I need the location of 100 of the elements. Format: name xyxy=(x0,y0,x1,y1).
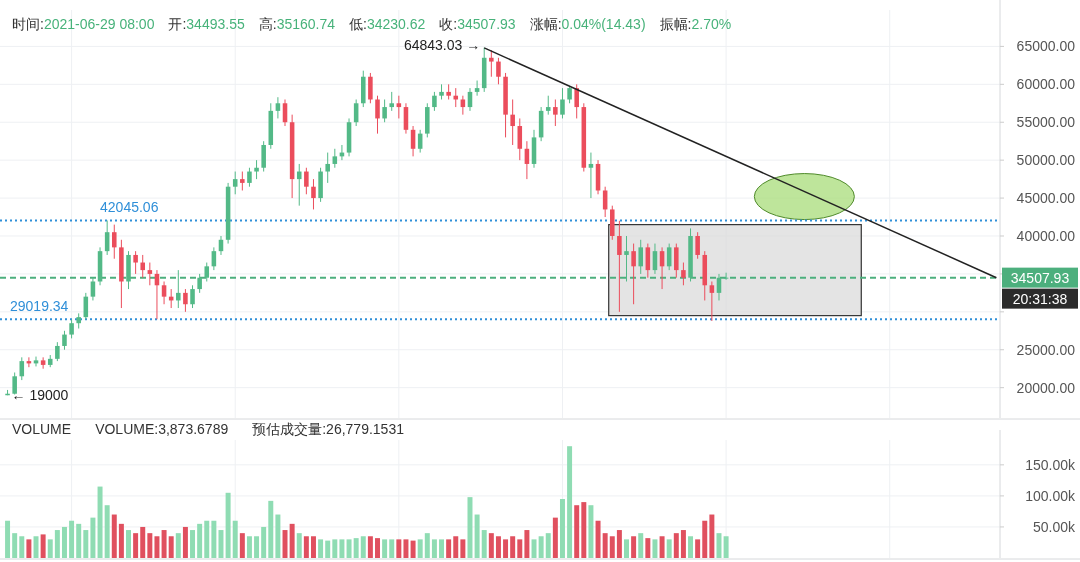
bar xyxy=(218,530,224,558)
bar xyxy=(453,536,459,558)
bar xyxy=(133,533,139,558)
bar xyxy=(467,497,473,558)
bar xyxy=(246,536,252,558)
bar xyxy=(495,536,501,558)
annotation: 低:34230.62 xyxy=(349,16,426,32)
bar xyxy=(474,514,480,558)
bar xyxy=(289,523,295,558)
y-tick-label: 60000.00 xyxy=(1016,76,1076,93)
bar xyxy=(481,530,487,558)
bar xyxy=(716,533,722,558)
y-tick-label: 150.00k xyxy=(1025,456,1076,473)
bar xyxy=(545,533,551,558)
bar xyxy=(510,536,516,558)
ref-line-label: 34507.93 xyxy=(1010,269,1070,286)
bar xyxy=(567,446,573,558)
annotation: 涨幅:0.04%(14.43) xyxy=(529,16,646,32)
bar xyxy=(616,530,622,558)
ref-line-label: 29019.34 xyxy=(10,298,69,315)
bar xyxy=(190,530,196,558)
bar xyxy=(688,536,694,558)
bar xyxy=(76,523,82,558)
y-tick-label: 100.00k xyxy=(1025,487,1076,504)
bar xyxy=(659,536,665,558)
bar xyxy=(111,514,117,558)
bar xyxy=(503,539,509,558)
bar xyxy=(332,539,338,558)
bar xyxy=(140,526,146,558)
bar xyxy=(552,517,558,558)
bar xyxy=(268,500,274,558)
bar xyxy=(723,536,729,558)
bar xyxy=(325,540,331,558)
bar xyxy=(303,536,309,558)
bar xyxy=(673,533,679,558)
bar xyxy=(424,533,430,558)
bar xyxy=(254,536,260,558)
bar xyxy=(310,536,316,558)
bar xyxy=(33,536,39,558)
bar xyxy=(403,539,409,558)
bar xyxy=(581,502,587,558)
bar xyxy=(638,533,644,558)
bar xyxy=(318,539,324,558)
bar xyxy=(118,523,124,558)
bar xyxy=(225,492,231,558)
bar xyxy=(439,539,445,558)
bar xyxy=(367,536,373,558)
bar xyxy=(346,539,352,558)
bar xyxy=(40,534,46,558)
bar xyxy=(595,520,601,558)
bar xyxy=(517,539,523,558)
bar xyxy=(460,539,466,558)
annotation: 收:34507.93 xyxy=(439,16,516,32)
bar xyxy=(47,539,53,558)
y-tick-label: 55000.00 xyxy=(1016,114,1076,131)
text: VOLUME xyxy=(12,421,72,437)
bar xyxy=(5,520,11,558)
bar xyxy=(709,514,715,558)
text: VOLUME:3,873.6789 xyxy=(95,421,229,437)
bar xyxy=(631,536,637,558)
y-tick-label: 40000.00 xyxy=(1016,227,1076,244)
bar xyxy=(666,539,672,558)
annotation: 开:34493.55 xyxy=(168,16,245,32)
bar xyxy=(531,539,537,558)
bar xyxy=(389,539,395,558)
bar xyxy=(211,520,217,558)
bar xyxy=(90,517,96,558)
bar xyxy=(431,539,437,558)
bar xyxy=(652,539,658,558)
bar xyxy=(645,538,651,558)
annotation: 振幅:2.70% xyxy=(659,16,732,32)
ref-line-label: 42045.06 xyxy=(100,199,159,216)
y-tick-label: 25000.00 xyxy=(1016,341,1076,358)
y-tick-label: 20000.00 xyxy=(1016,379,1076,396)
bar xyxy=(360,536,366,558)
bar xyxy=(126,530,131,558)
text: 预估成交量:26,779.1531 xyxy=(252,421,405,437)
annotation: ← 19000 xyxy=(11,387,69,404)
bar xyxy=(168,536,174,558)
bar xyxy=(69,520,75,558)
bar xyxy=(602,533,608,558)
bar xyxy=(353,538,359,558)
bar xyxy=(417,539,423,558)
bar xyxy=(538,536,544,558)
bar xyxy=(524,530,530,558)
bar xyxy=(609,536,615,558)
bar xyxy=(232,520,238,558)
bar xyxy=(624,539,629,558)
annotation: 时间:2021-06-29 08:00 xyxy=(12,16,155,32)
bar xyxy=(175,533,181,558)
bar xyxy=(147,533,153,558)
bar xyxy=(239,533,245,558)
bar xyxy=(61,526,67,558)
annotation: 64843.03 → xyxy=(403,36,481,53)
y-tick-label: 50000.00 xyxy=(1016,152,1076,169)
bar xyxy=(680,530,686,558)
bar xyxy=(339,539,345,558)
bar xyxy=(488,533,494,558)
bar xyxy=(104,505,110,558)
bar xyxy=(282,530,288,558)
